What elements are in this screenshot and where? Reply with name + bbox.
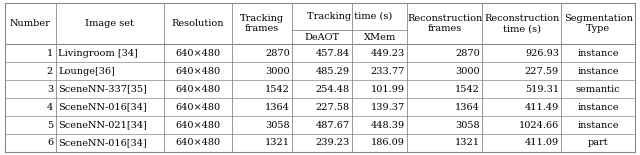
Text: 640×480: 640×480 <box>175 67 220 76</box>
Text: 3000: 3000 <box>265 67 290 76</box>
Text: 1542: 1542 <box>455 85 480 94</box>
Text: Lounge[36]: Lounge[36] <box>58 67 115 76</box>
Text: 4: 4 <box>47 103 53 112</box>
Text: 227.58: 227.58 <box>316 103 349 112</box>
Text: 254.48: 254.48 <box>316 85 349 94</box>
Text: SceneNN-016[34]: SceneNN-016[34] <box>58 103 147 112</box>
Text: 640×480: 640×480 <box>175 103 220 112</box>
Text: 640×480: 640×480 <box>175 138 220 147</box>
Text: 2870: 2870 <box>455 49 480 58</box>
Text: 5: 5 <box>47 120 53 130</box>
Text: 1024.66: 1024.66 <box>518 120 559 130</box>
Text: 1542: 1542 <box>265 85 290 94</box>
Text: 139.37: 139.37 <box>371 103 404 112</box>
Text: Reconstruction
frames: Reconstruction frames <box>407 14 483 33</box>
Text: SceneNN-016[34]: SceneNN-016[34] <box>58 138 147 147</box>
Text: 457.84: 457.84 <box>316 49 349 58</box>
Text: 519.31: 519.31 <box>525 85 559 94</box>
Text: 3: 3 <box>47 85 53 94</box>
Text: 2: 2 <box>47 67 53 76</box>
Text: 640×480: 640×480 <box>175 49 220 58</box>
Text: 487.67: 487.67 <box>316 120 349 130</box>
Text: 485.29: 485.29 <box>316 67 349 76</box>
Text: 2870: 2870 <box>265 49 290 58</box>
Text: instance: instance <box>577 67 619 76</box>
Text: 1: 1 <box>47 49 53 58</box>
Text: 1364: 1364 <box>265 103 290 112</box>
Text: 449.23: 449.23 <box>371 49 404 58</box>
Text: SceneNN-021[34]: SceneNN-021[34] <box>58 120 147 130</box>
Text: 1364: 1364 <box>455 103 480 112</box>
Text: DeAOT: DeAOT <box>305 33 340 42</box>
Text: 239.23: 239.23 <box>316 138 349 147</box>
Text: 101.99: 101.99 <box>371 85 404 94</box>
Text: 3058: 3058 <box>455 120 480 130</box>
Text: 448.39: 448.39 <box>371 120 404 130</box>
Text: XMem: XMem <box>364 33 396 42</box>
Text: 1321: 1321 <box>455 138 480 147</box>
Text: Image set: Image set <box>85 19 134 28</box>
Text: Tracking
frames: Tracking frames <box>240 14 284 33</box>
Text: Tracking time (s): Tracking time (s) <box>307 12 392 21</box>
Text: Resolution: Resolution <box>172 19 224 28</box>
Text: semantic: semantic <box>576 85 620 94</box>
Text: 640×480: 640×480 <box>175 120 220 130</box>
Text: 640×480: 640×480 <box>175 85 220 94</box>
Text: instance: instance <box>577 103 619 112</box>
Text: 227.59: 227.59 <box>525 67 559 76</box>
Text: Number: Number <box>10 19 51 28</box>
Text: Livingroom [34]: Livingroom [34] <box>58 49 138 58</box>
Text: instance: instance <box>577 49 619 58</box>
Text: Segmentation
Type: Segmentation Type <box>564 14 632 33</box>
Text: Reconstruction
time (s): Reconstruction time (s) <box>484 14 559 33</box>
Text: SceneNN-337[35]: SceneNN-337[35] <box>58 85 147 94</box>
Text: 411.09: 411.09 <box>525 138 559 147</box>
Text: 411.49: 411.49 <box>525 103 559 112</box>
Text: 926.93: 926.93 <box>525 49 559 58</box>
Text: 3000: 3000 <box>455 67 480 76</box>
Text: 186.09: 186.09 <box>371 138 404 147</box>
Text: part: part <box>588 138 609 147</box>
Text: 3058: 3058 <box>265 120 290 130</box>
Text: instance: instance <box>577 120 619 130</box>
Text: 1321: 1321 <box>265 138 290 147</box>
Text: 6: 6 <box>47 138 53 147</box>
Text: 233.77: 233.77 <box>371 67 404 76</box>
